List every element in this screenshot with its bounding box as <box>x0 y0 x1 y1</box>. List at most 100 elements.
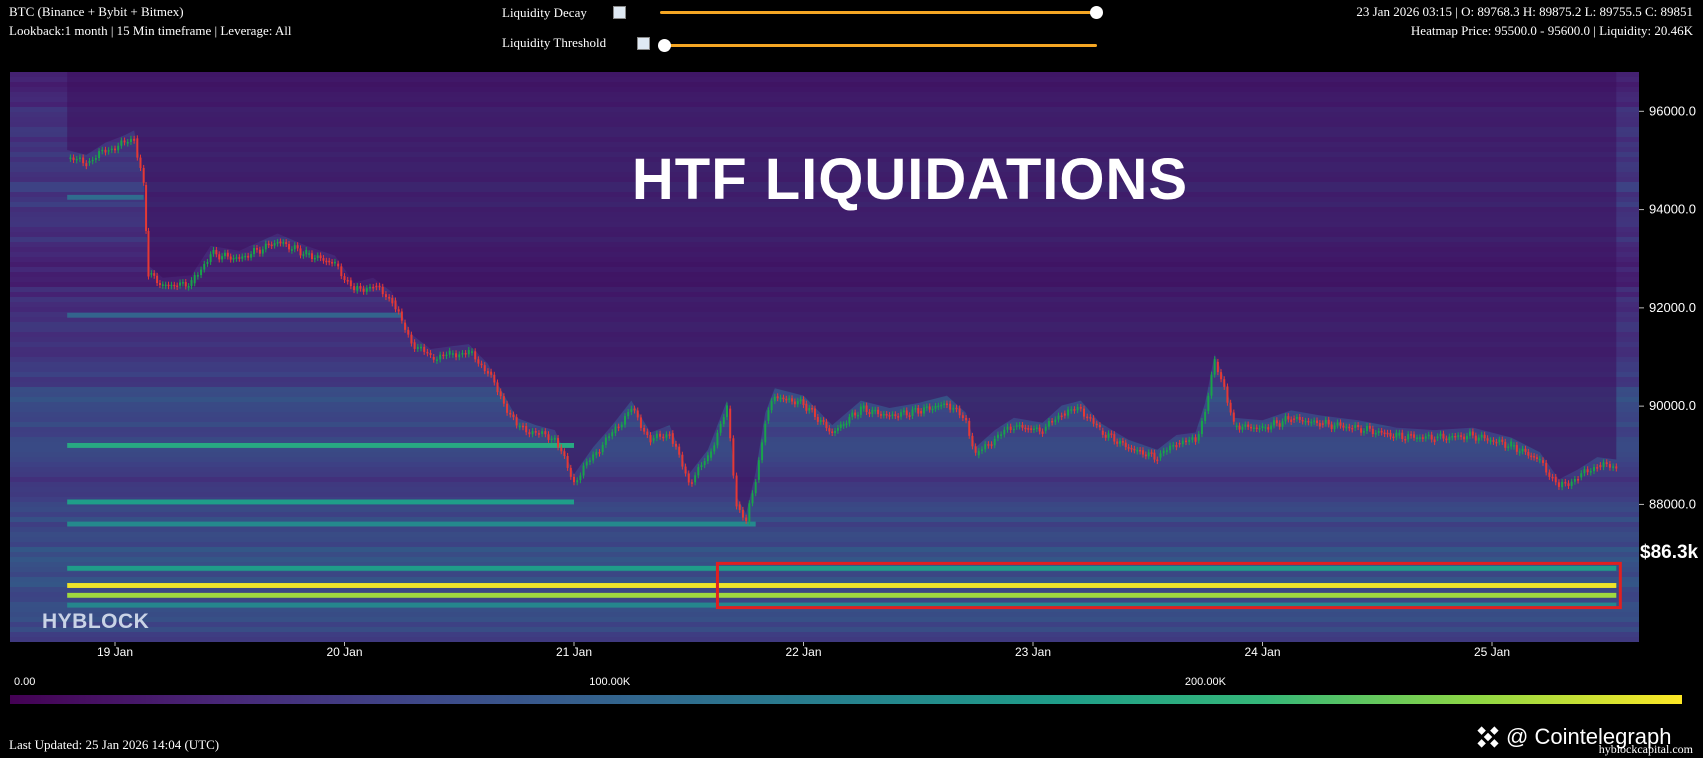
candle-body <box>270 244 273 247</box>
candle-body <box>920 411 923 414</box>
heatmap-row <box>10 612 1639 617</box>
candle-body <box>665 434 668 438</box>
liquidity-decay-info-icon[interactable] <box>613 6 626 19</box>
candle-body <box>331 262 334 264</box>
candle-body <box>770 401 773 411</box>
heatmap-band <box>67 592 1617 598</box>
x-axis: 19 Jan 20 Jan 21 Jan 22 Jan 23 Jan 24 Jan 25 J… <box>97 642 1510 659</box>
candle-body <box>1345 426 1348 429</box>
candle-body <box>729 408 732 439</box>
candle-body <box>1545 462 1548 473</box>
heatmap-row <box>10 487 1639 492</box>
candle-body <box>88 160 91 163</box>
heatmap-row <box>10 622 1639 627</box>
candle-body <box>471 351 473 353</box>
liquidity-decay-slider-knob[interactable] <box>1090 6 1103 19</box>
heatmap-row <box>10 607 1639 612</box>
candle-body <box>671 433 674 444</box>
candle-body <box>1407 434 1410 440</box>
candle-body <box>987 444 990 446</box>
candle-body <box>854 412 857 416</box>
candle-body <box>1530 455 1533 458</box>
candle-body <box>1330 424 1333 430</box>
candle-body <box>299 248 302 256</box>
candle-body <box>1380 430 1383 433</box>
candle-body <box>483 365 486 372</box>
candle-body <box>1457 435 1460 437</box>
candle-body <box>614 426 617 434</box>
candle-body <box>1175 445 1178 448</box>
x-tick-label: 25 Jan <box>1474 645 1510 659</box>
candle-body <box>1573 479 1576 482</box>
candle-body <box>1252 427 1255 430</box>
candle-body <box>528 432 531 435</box>
candle-body <box>1602 462 1605 468</box>
heatmap-row <box>10 627 1639 632</box>
heatmap-row <box>10 447 1639 452</box>
candle-body <box>397 309 400 312</box>
candle-body <box>308 253 311 255</box>
candle-body <box>1244 424 1247 427</box>
candle-body <box>1284 416 1287 422</box>
candle-body <box>620 424 623 428</box>
candle-body <box>1586 469 1589 473</box>
candle-body <box>888 415 891 417</box>
candle-body <box>1169 445 1172 451</box>
liquidity-threshold-slider-knob[interactable] <box>658 39 671 52</box>
liquidity-decay-slider[interactable] <box>660 11 1097 14</box>
candle-body <box>1235 425 1238 428</box>
candle-body <box>1398 432 1401 436</box>
candle-body <box>776 396 779 399</box>
candle-body <box>566 455 569 468</box>
candle-body <box>965 418 968 421</box>
candle-body <box>1141 450 1144 455</box>
candle-body <box>226 252 229 257</box>
candle-body <box>1501 439 1504 442</box>
candle-body <box>282 242 285 244</box>
candle-body <box>1293 418 1296 420</box>
candle-body <box>882 414 885 416</box>
candle-body <box>1264 427 1267 429</box>
candle-body <box>313 257 316 260</box>
candle-body <box>442 354 445 357</box>
candle-body <box>1333 425 1336 430</box>
candle-body <box>639 417 642 428</box>
candle-body <box>862 405 865 409</box>
cointelegraph-watermark: @ Cointelegraph <box>1474 723 1671 751</box>
candle-body <box>1313 420 1316 422</box>
candle-body <box>678 446 681 455</box>
candle-body <box>316 255 319 258</box>
candle-body <box>356 285 359 291</box>
candle-body <box>273 243 276 246</box>
candle-body <box>1383 432 1386 435</box>
candle-body <box>123 140 126 143</box>
heatmap-cleared-zone <box>67 72 1617 514</box>
candle-body <box>1261 426 1264 429</box>
candle-body <box>1044 426 1047 431</box>
heatmap-band <box>67 565 1617 571</box>
candle-body <box>429 353 432 355</box>
candle-body <box>104 149 107 153</box>
heatmap-row <box>10 472 1639 477</box>
candle-body <box>1424 436 1427 439</box>
candle-body <box>1032 428 1035 431</box>
candle-body <box>477 359 480 364</box>
candle-body <box>161 284 164 286</box>
candle-body <box>279 241 282 244</box>
candle-body <box>1507 446 1510 449</box>
candle-body <box>1181 440 1184 445</box>
heatmap-row <box>10 492 1639 497</box>
candle-body <box>1392 436 1395 439</box>
heatmap-row <box>10 577 1639 582</box>
candle-body <box>190 280 193 287</box>
candle-body <box>706 455 709 462</box>
candle-body <box>107 150 110 152</box>
candle-body <box>253 248 256 255</box>
heatmap-row <box>10 467 1639 472</box>
liquidity-threshold-info-icon[interactable] <box>637 37 650 50</box>
candle-body <box>267 243 270 246</box>
liquidity-threshold-slider[interactable] <box>660 44 1097 47</box>
candle-body <box>1316 420 1319 424</box>
colorbar-tick-label: 200.00K <box>1185 676 1227 688</box>
